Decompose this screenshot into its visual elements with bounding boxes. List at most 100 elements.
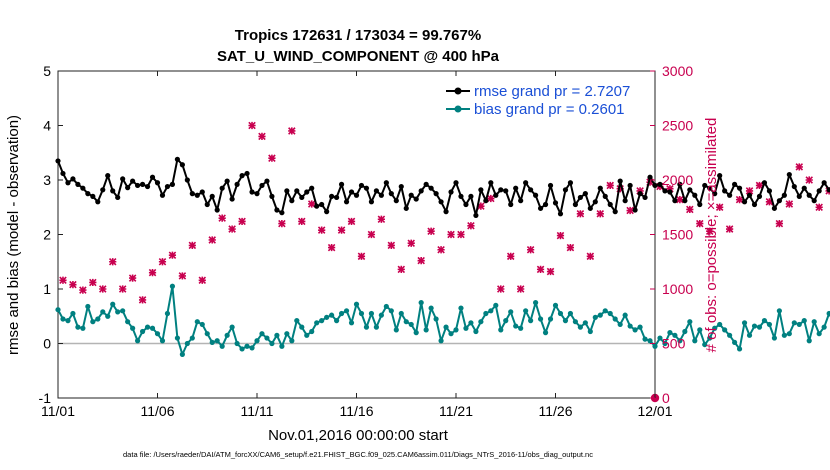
bias-point xyxy=(642,336,648,342)
obs-marker-plus xyxy=(536,265,545,273)
obs-marker xyxy=(79,286,87,294)
bias-point xyxy=(533,300,539,306)
rmse-point xyxy=(508,201,514,208)
bias-point xyxy=(219,343,225,349)
obs-marker xyxy=(128,274,137,282)
bias-point xyxy=(130,325,136,331)
obs-marker-plus xyxy=(129,274,137,282)
bias-point xyxy=(194,319,200,325)
obs-marker-plus xyxy=(268,154,276,162)
obs-marker xyxy=(69,280,77,289)
rmse-point xyxy=(642,194,648,201)
rmse-point xyxy=(95,199,101,205)
rmse-point xyxy=(607,201,613,208)
rmse-point xyxy=(100,187,106,193)
rmse-point xyxy=(771,205,778,211)
bias-point xyxy=(105,313,111,319)
rmse-point xyxy=(358,182,365,189)
rmse-point xyxy=(791,183,797,190)
obs-marker-plus xyxy=(228,225,236,233)
obs-marker-plus xyxy=(178,272,186,280)
rmse-point xyxy=(314,203,320,209)
bias-point xyxy=(727,332,733,338)
bias-point xyxy=(403,319,409,325)
obs-marker xyxy=(407,239,415,247)
y-right-tick-label: 2000 xyxy=(662,172,693,188)
bias-point xyxy=(90,319,96,325)
bias-point xyxy=(612,316,618,322)
rmse-point xyxy=(304,189,310,195)
obs-marker-plus xyxy=(238,217,246,226)
bias-point xyxy=(791,320,797,326)
bias-point xyxy=(184,340,190,347)
obs-marker xyxy=(327,243,336,252)
rmse-point xyxy=(164,183,171,190)
bias-point xyxy=(677,338,683,344)
obs-marker-plus xyxy=(805,176,813,184)
obs-marker xyxy=(228,225,236,233)
obs-marker xyxy=(397,265,406,274)
obs-marker-plus xyxy=(696,220,704,228)
y-axis-right-label: # of obs: o=possible; ×=assimilated xyxy=(703,118,720,353)
bias-point xyxy=(542,330,549,336)
rmse-point xyxy=(398,183,404,190)
bias-point xyxy=(199,321,205,328)
bias-point xyxy=(537,316,544,322)
obs-marker xyxy=(198,276,207,285)
rmse-point xyxy=(244,170,250,177)
obs-marker xyxy=(755,181,764,190)
rmse-point xyxy=(463,201,469,208)
obs-marker-plus xyxy=(676,196,684,204)
rmse-point xyxy=(513,185,519,191)
bias-point xyxy=(343,308,350,314)
rmse-point xyxy=(533,192,539,198)
rmse-point xyxy=(388,191,394,197)
rmse-point xyxy=(632,207,638,213)
bias-point xyxy=(722,327,728,333)
rmse-point xyxy=(75,181,81,187)
bias-point xyxy=(179,351,185,357)
legend-bias-label: bias grand pr = 0.2601 xyxy=(474,101,625,118)
bias-point xyxy=(60,316,66,322)
rmse-point xyxy=(125,185,131,191)
obs-marker xyxy=(526,245,535,254)
bias-point xyxy=(115,309,121,315)
rmse-point xyxy=(722,188,728,194)
y-right-tick-label: 3000 xyxy=(662,63,693,79)
rmse-point xyxy=(189,191,195,197)
obs-marker xyxy=(626,206,634,215)
rmse-point xyxy=(657,181,663,187)
obs-marker-plus xyxy=(586,252,594,260)
rmse-point xyxy=(746,192,753,198)
obs-marker xyxy=(536,265,545,274)
bias-point xyxy=(622,312,628,318)
legend-box xyxy=(437,79,651,123)
rmse-point xyxy=(403,205,409,211)
obs-marker xyxy=(208,236,216,244)
bias-point xyxy=(702,341,708,348)
bias-point xyxy=(55,307,61,313)
rmse-point xyxy=(473,212,479,219)
obs-marker xyxy=(367,230,376,239)
obs-marker xyxy=(357,252,366,261)
obs-marker xyxy=(775,219,784,228)
bias-point xyxy=(687,319,693,325)
bias-point xyxy=(528,318,534,324)
obs-marker-plus xyxy=(288,127,296,135)
obs-marker-plus xyxy=(387,241,395,249)
bias-point xyxy=(448,331,454,337)
rmse-point xyxy=(199,189,205,195)
rmse-point xyxy=(766,188,773,194)
bias-point xyxy=(324,314,330,320)
obs-marker-plus xyxy=(168,251,177,259)
bias-point xyxy=(383,303,389,310)
obs-marker xyxy=(815,203,823,212)
y-tick-label: 5 xyxy=(43,63,51,79)
rmse-point xyxy=(687,187,693,193)
bias-point xyxy=(632,327,638,333)
legend-bias-entry: bias grand pr = 0.2601 xyxy=(446,101,625,118)
bias-point xyxy=(796,321,802,328)
x-tick-label: 11/11 xyxy=(241,403,274,419)
rmse-point xyxy=(717,173,723,179)
rmse-point xyxy=(756,193,763,199)
